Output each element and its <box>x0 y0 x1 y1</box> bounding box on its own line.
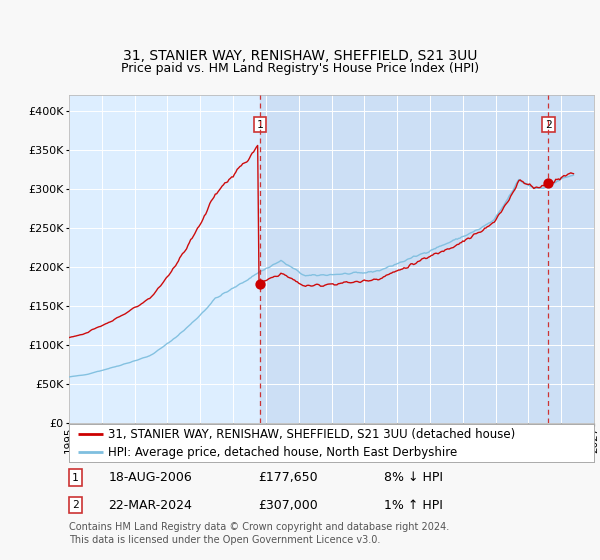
Text: 1% ↑ HPI: 1% ↑ HPI <box>384 499 443 512</box>
Bar <box>260 95 548 423</box>
Text: 31, STANIER WAY, RENISHAW, SHEFFIELD, S21 3UU: 31, STANIER WAY, RENISHAW, SHEFFIELD, S2… <box>123 49 477 63</box>
Text: 22-MAR-2024: 22-MAR-2024 <box>109 499 192 512</box>
Text: HPI: Average price, detached house, North East Derbyshire: HPI: Average price, detached house, Nort… <box>109 446 458 459</box>
Text: 18-AUG-2006: 18-AUG-2006 <box>109 471 192 484</box>
Point <box>255 280 265 289</box>
Text: 2: 2 <box>72 500 79 510</box>
Text: 8% ↓ HPI: 8% ↓ HPI <box>384 471 443 484</box>
Text: 2: 2 <box>545 120 552 130</box>
Text: 1: 1 <box>72 473 79 483</box>
Bar <box>548 95 600 423</box>
Text: Price paid vs. HM Land Registry's House Price Index (HPI): Price paid vs. HM Land Registry's House … <box>121 62 479 75</box>
Point <box>544 179 553 188</box>
Text: £177,650: £177,650 <box>258 471 317 484</box>
Text: 1: 1 <box>256 120 263 130</box>
Text: 31, STANIER WAY, RENISHAW, SHEFFIELD, S21 3UU (detached house): 31, STANIER WAY, RENISHAW, SHEFFIELD, S2… <box>109 428 515 441</box>
Text: Contains HM Land Registry data © Crown copyright and database right 2024.
This d: Contains HM Land Registry data © Crown c… <box>69 522 449 545</box>
Text: £307,000: £307,000 <box>258 499 318 512</box>
